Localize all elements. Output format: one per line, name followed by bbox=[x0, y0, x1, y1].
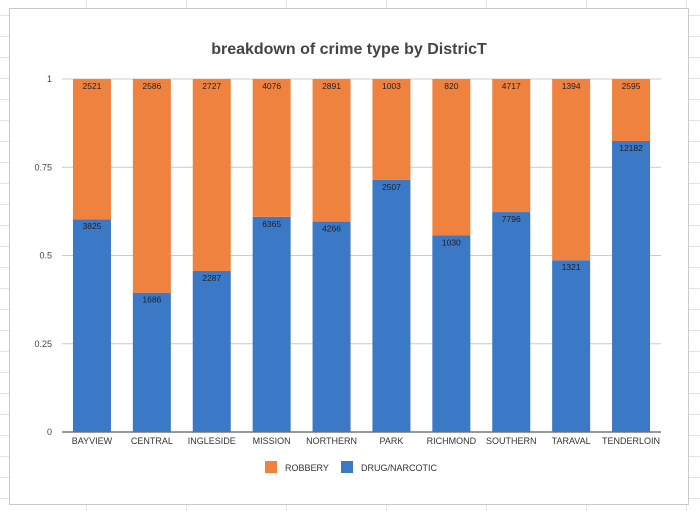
bar-drug-narcotic[interactable] bbox=[492, 212, 531, 432]
bar-robbery[interactable] bbox=[312, 79, 351, 222]
x-tick-label: TENDERLOIN bbox=[602, 436, 660, 446]
bar-robbery[interactable] bbox=[192, 79, 231, 271]
data-label-drug-narcotic: 2507 bbox=[382, 182, 401, 192]
y-tick-label: 0.25 bbox=[34, 339, 52, 349]
bar-robbery[interactable] bbox=[132, 79, 171, 293]
x-tick-label: NORTHERN bbox=[306, 436, 357, 446]
bar-drug-narcotic[interactable] bbox=[252, 216, 291, 432]
x-tick-label: BAYVIEW bbox=[72, 436, 113, 446]
bar-drug-narcotic[interactable] bbox=[72, 219, 111, 432]
bar-robbery[interactable] bbox=[72, 79, 111, 220]
bar-drug-narcotic[interactable] bbox=[312, 221, 351, 432]
bar-robbery[interactable] bbox=[252, 79, 291, 217]
x-tick-label: MISSION bbox=[253, 436, 291, 446]
x-axis-category-labels: BAYVIEW CENTRAL INGLESIDE MISSION NORTHERN PA… bbox=[72, 436, 660, 446]
x-tick-label: INGLESIDE bbox=[188, 436, 236, 446]
data-label-robbery: 4717 bbox=[502, 81, 521, 91]
data-label-drug-narcotic: 1030 bbox=[442, 237, 461, 247]
y-tick-label: 0.5 bbox=[39, 251, 52, 261]
x-tick-label: CENTRAL bbox=[131, 436, 173, 446]
bars: 3825 2521 1686 2586 2287 2727 6365 4076 4266 2891… bbox=[72, 79, 651, 432]
data-label-robbery: 2727 bbox=[202, 81, 221, 91]
bar-robbery[interactable] bbox=[372, 79, 411, 180]
y-tick-label: 0.75 bbox=[34, 162, 52, 172]
data-label-drug-narcotic: 12182 bbox=[619, 143, 643, 153]
data-label-drug-narcotic: 7796 bbox=[502, 214, 521, 224]
bar-drug-narcotic[interactable] bbox=[552, 260, 591, 432]
data-label-drug-narcotic: 1321 bbox=[562, 262, 581, 272]
bar-robbery[interactable] bbox=[432, 79, 471, 236]
x-tick-label: TARAVAL bbox=[552, 436, 591, 446]
data-label-robbery: 820 bbox=[444, 81, 458, 91]
bar-drug-narcotic[interactable] bbox=[432, 235, 471, 432]
y-axis: 0 0.25 0.5 0.75 1 bbox=[34, 74, 52, 437]
legend-label: ROBBERY bbox=[285, 463, 329, 473]
legend: ROBBERY DRUG/NARCOTIC bbox=[265, 461, 437, 473]
chart-title: breakdown of crime type by DistricT bbox=[211, 41, 487, 58]
data-label-robbery: 2891 bbox=[322, 81, 341, 91]
bar-drug-narcotic[interactable] bbox=[192, 270, 231, 432]
data-label-robbery: 2521 bbox=[82, 81, 101, 91]
data-label-robbery: 2586 bbox=[142, 81, 161, 91]
x-tick-label: RICHMOND bbox=[427, 436, 477, 446]
bar-robbery[interactable] bbox=[612, 79, 651, 141]
bar-drug-narcotic[interactable] bbox=[372, 179, 411, 432]
data-label-robbery: 1394 bbox=[562, 81, 581, 91]
legend-label: DRUG/NARCOTIC bbox=[361, 463, 437, 473]
bar-drug-narcotic[interactable] bbox=[132, 292, 171, 432]
data-label-drug-narcotic: 1686 bbox=[142, 295, 161, 305]
data-label-robbery: 4076 bbox=[262, 81, 281, 91]
x-tick-label: SOUTHERN bbox=[486, 436, 537, 446]
legend-swatch bbox=[341, 461, 353, 473]
data-label-robbery: 2595 bbox=[622, 81, 641, 91]
y-tick-label: 0 bbox=[47, 427, 52, 437]
data-label-drug-narcotic: 4266 bbox=[322, 224, 341, 234]
legend-swatch bbox=[265, 461, 277, 473]
data-label-robbery: 1003 bbox=[382, 81, 401, 91]
data-label-drug-narcotic: 3825 bbox=[82, 221, 101, 231]
bar-robbery[interactable] bbox=[492, 79, 531, 213]
bar-drug-narcotic[interactable] bbox=[612, 140, 651, 432]
x-tick-label: PARK bbox=[380, 436, 404, 446]
bar-robbery[interactable] bbox=[552, 79, 591, 261]
data-label-drug-narcotic: 6365 bbox=[262, 219, 281, 229]
y-tick-label: 1 bbox=[47, 74, 52, 84]
data-label-drug-narcotic: 2287 bbox=[202, 273, 221, 283]
